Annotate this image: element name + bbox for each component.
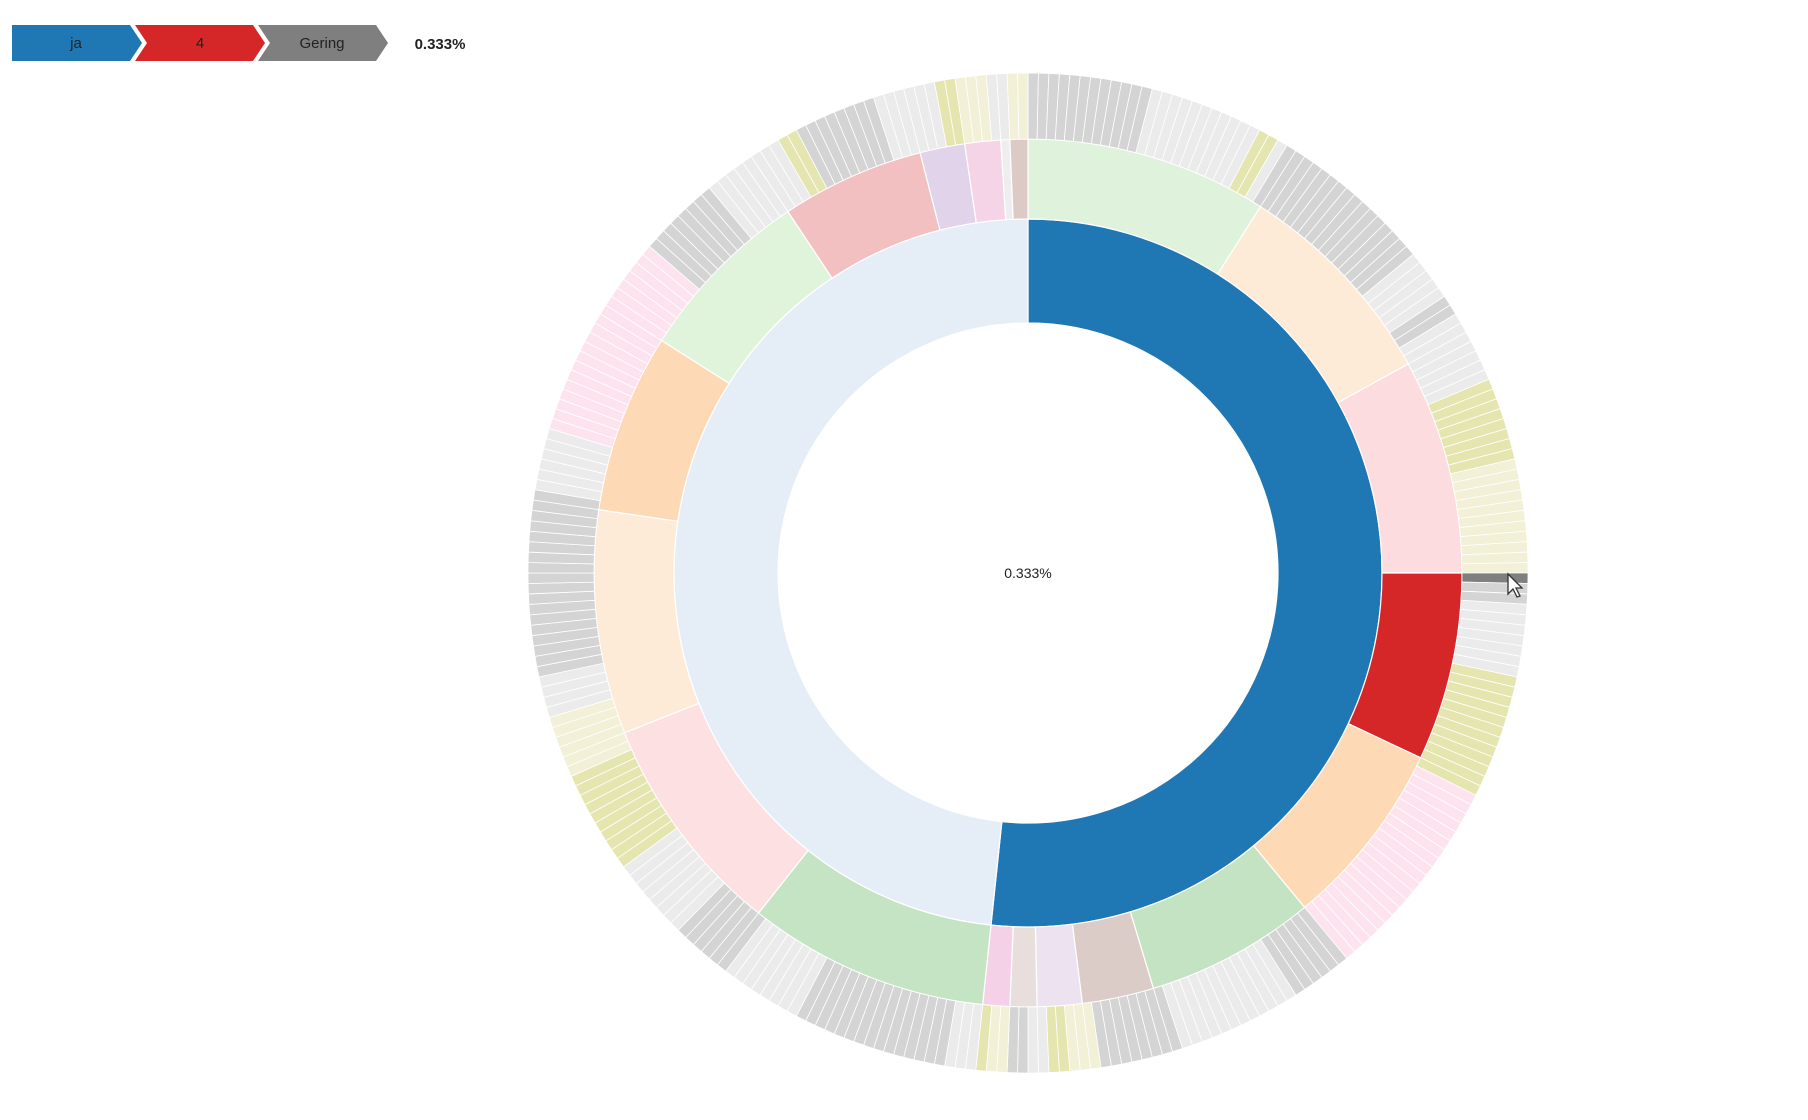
breadcrumb-item-1[interactable]: ja [12, 25, 142, 61]
breadcrumb-label: ja [69, 35, 82, 52]
ring3-leaf[interactable] [527, 572, 595, 584]
breadcrumb-percentage: 0.333% [415, 36, 466, 53]
breadcrumb-shape [258, 25, 388, 61]
breadcrumb-shape [12, 25, 142, 61]
breadcrumb-item-2[interactable]: 4 [135, 25, 265, 61]
ring3-leaf[interactable] [1027, 1006, 1039, 1074]
breadcrumb-item-3[interactable]: Gering [258, 25, 388, 61]
mouse-cursor-icon [1507, 572, 1524, 598]
breadcrumb-shape [135, 25, 265, 61]
breadcrumb-label: Gering [299, 35, 344, 52]
ring3-leaf[interactable] [1017, 72, 1029, 140]
center-percentage: 0.333% [1004, 565, 1051, 581]
ring2-segment[interactable] [1009, 138, 1029, 220]
breadcrumb-label: 4 [196, 35, 204, 52]
ring2-segment[interactable] [1009, 926, 1038, 1008]
ring3-leaf[interactable] [1461, 562, 1529, 574]
sunburst-rings [527, 72, 1529, 1074]
breadcrumb-trail: ja 4 Gering 0.333% [12, 25, 466, 61]
